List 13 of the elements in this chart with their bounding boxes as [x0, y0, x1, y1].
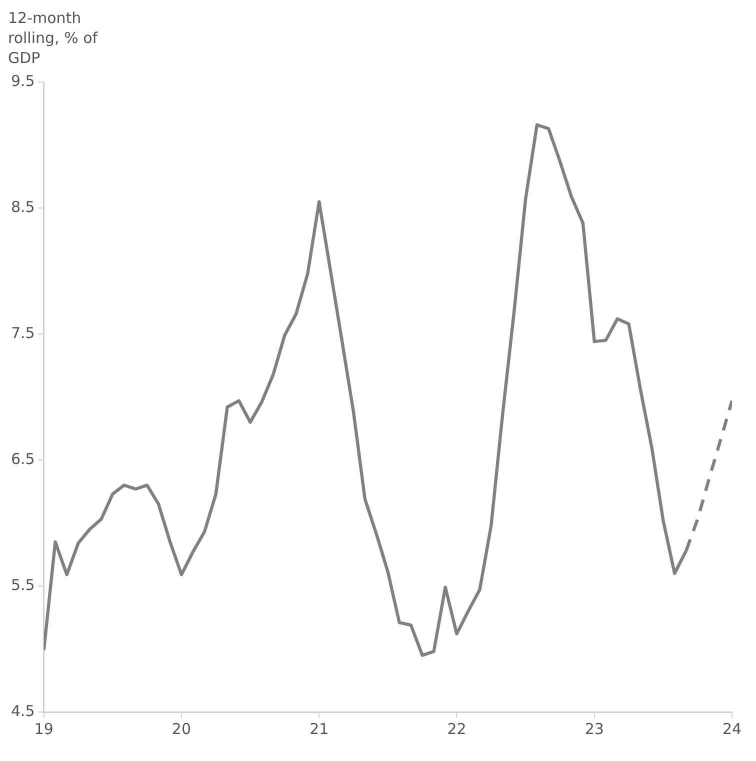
x-tick-label: 23	[584, 720, 604, 738]
x-tick-label: 24	[722, 720, 742, 738]
x-tick-label: 20	[172, 720, 192, 738]
x-tick-label: 22	[447, 720, 466, 738]
y-tick-label: 9.5	[10, 72, 35, 90]
x-tick-label: 19	[34, 720, 54, 738]
y-tick-label: 4.5	[10, 702, 35, 720]
y-tick-label: 7.5	[10, 324, 35, 342]
y-tick-label: 8.5	[10, 198, 35, 216]
y-axis-title: 12-month rolling, % of GDP	[8, 8, 99, 68]
y-tick-label: 5.5	[10, 576, 35, 594]
x-tick-label: 21	[310, 720, 329, 738]
y-tick-label: 6.5	[10, 450, 35, 468]
